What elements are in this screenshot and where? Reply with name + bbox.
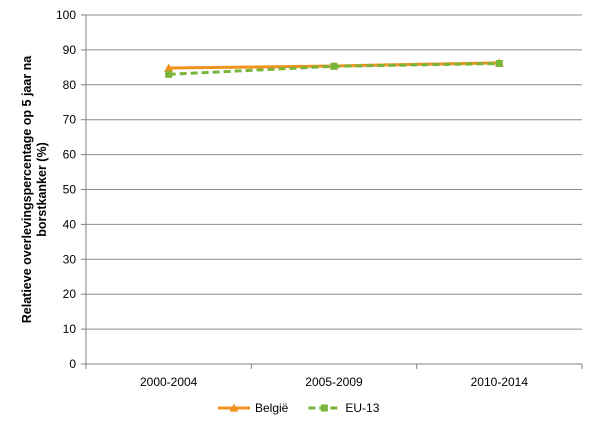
legend-label: EU-13	[345, 401, 379, 415]
y-tick-label: 20	[63, 287, 77, 301]
y-tick-label: 70	[63, 113, 77, 127]
y-tick-label: 40	[63, 217, 77, 231]
y-tick-label: 100	[56, 8, 76, 22]
y-axis-title-line-2: borstkanker (%)	[35, 142, 49, 236]
series-group	[164, 58, 504, 78]
series-2	[165, 60, 503, 78]
y-axis-title-line-1: Relatieve overlevingspercentage op 5 jaa…	[20, 55, 34, 324]
y-axis-ticks: 0 10 20 30 40 50 60 70 80 90 100	[56, 8, 86, 371]
y-tick-label: 90	[63, 43, 77, 57]
data-point	[164, 63, 174, 72]
y-tick-label: 60	[63, 148, 77, 162]
legend-item-1: België	[218, 401, 289, 415]
x-tick-label: 2010-2014	[471, 375, 529, 389]
data-point	[495, 60, 503, 68]
y-tick-label: 80	[63, 78, 77, 92]
legend-label: België	[255, 401, 289, 415]
legend-marker	[320, 404, 328, 412]
legend-item-2: EU-13	[308, 401, 380, 415]
legend: België EU-13	[218, 401, 380, 415]
axes	[85, 15, 582, 365]
y-tick-label: 30	[63, 252, 77, 266]
x-tick-label: 2000-2004	[140, 375, 198, 389]
y-tick-label: 10	[63, 322, 77, 336]
data-point	[330, 62, 338, 70]
legend-marker	[229, 403, 239, 412]
y-tick-label: 0	[69, 357, 76, 371]
y-tick-label: 50	[63, 183, 77, 197]
data-point	[165, 70, 173, 78]
x-axis-ticks: 2000-2004 2005-2009 2010-2014	[85, 364, 583, 389]
gridlines	[86, 14, 582, 330]
x-tick-label: 2005-2009	[305, 375, 363, 389]
